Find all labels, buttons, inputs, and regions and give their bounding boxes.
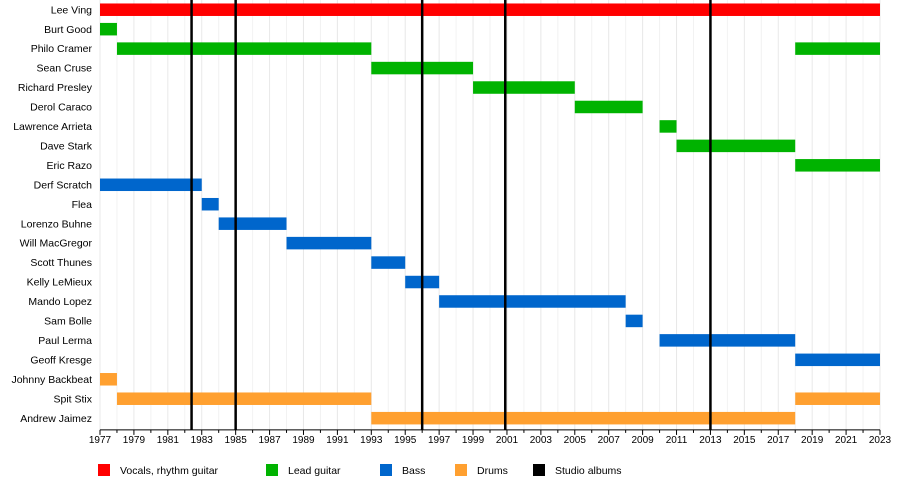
member-name-label: Andrew Jaimez bbox=[20, 413, 92, 425]
x-tick-label: 1999 bbox=[462, 435, 485, 446]
x-tick-label: 1977 bbox=[89, 435, 112, 446]
x-tick-label: 2001 bbox=[496, 435, 519, 446]
member-name-label: Flea bbox=[72, 199, 93, 211]
member-bars bbox=[100, 3, 880, 425]
legend-swatch bbox=[533, 464, 545, 476]
x-tick-label: 1997 bbox=[428, 435, 451, 446]
member-name-label: Derf Scratch bbox=[34, 179, 93, 191]
member-name-label: Dave Stark bbox=[40, 140, 93, 152]
member-bar bbox=[795, 392, 880, 405]
legend-swatch bbox=[98, 464, 110, 476]
member-bar bbox=[116, 392, 372, 405]
legend-label: Lead guitar bbox=[288, 465, 341, 477]
member-bar bbox=[439, 295, 626, 308]
studio-album-lines bbox=[190, 0, 712, 430]
member-name-label: Spit Stix bbox=[53, 393, 92, 405]
x-axis: 1977 1979 1981 1983 1985 1987 1989 1991 1993 1995… bbox=[89, 429, 892, 446]
member-name-label: Mando Lopez bbox=[28, 296, 92, 308]
legend-label: Vocals, rhythm guitar bbox=[120, 465, 219, 477]
member-name-label: Lawrence Arrieta bbox=[13, 121, 92, 133]
x-tick-label: 1979 bbox=[123, 435, 146, 446]
x-tick-label: 2009 bbox=[631, 435, 654, 446]
x-tick-label: 2013 bbox=[699, 435, 722, 446]
legend-swatch bbox=[455, 464, 467, 476]
x-tick-label: 1995 bbox=[394, 435, 417, 446]
member-name-labels: Lee Ving Burt Good Philo Cramer Sean Cruse R… bbox=[11, 4, 92, 424]
x-tick-label: 1993 bbox=[360, 435, 383, 446]
member-bar bbox=[371, 256, 406, 269]
member-name-label: Kelly LeMieux bbox=[27, 277, 93, 289]
member-name-label: Lorenzo Buhne bbox=[21, 218, 92, 230]
x-tick-label: 1981 bbox=[157, 435, 180, 446]
x-tick-label: 2011 bbox=[666, 435, 688, 446]
member-bar bbox=[473, 81, 575, 94]
member-bar bbox=[100, 373, 117, 386]
x-tick-label: 1985 bbox=[225, 435, 248, 446]
member-bar bbox=[371, 411, 796, 425]
member-name-label: Derol Caraco bbox=[30, 102, 92, 114]
member-bar bbox=[100, 3, 880, 16]
x-tick-label: 2023 bbox=[869, 435, 892, 446]
x-tick-label: 2017 bbox=[767, 435, 790, 446]
x-tick-label: 1987 bbox=[258, 435, 281, 446]
member-name-label: Sean Cruse bbox=[37, 63, 93, 75]
member-bar bbox=[795, 353, 880, 367]
member-bar bbox=[795, 159, 880, 172]
member-bar bbox=[201, 197, 219, 211]
x-tick-label: 2019 bbox=[801, 435, 824, 446]
x-tick-label: 2007 bbox=[598, 435, 621, 446]
member-name-label: Scott Thunes bbox=[30, 257, 92, 269]
vertical-gridlines bbox=[99, 0, 881, 430]
member-name-label: Sam Bolle bbox=[44, 316, 92, 328]
x-tick-label: 1991 bbox=[326, 435, 349, 446]
member-bar bbox=[100, 178, 202, 192]
legend-label: Drums bbox=[477, 465, 508, 477]
x-tick-label: 2015 bbox=[733, 435, 756, 446]
x-tick-label: 1989 bbox=[292, 435, 315, 446]
member-name-label: Will MacGregor bbox=[20, 238, 93, 250]
member-bar bbox=[659, 120, 677, 133]
member-bar bbox=[218, 217, 287, 230]
member-name-label: Burt Good bbox=[44, 24, 92, 36]
legend: Vocals, rhythm guitar Lead guitar Bass Drum… bbox=[98, 464, 622, 477]
member-bar bbox=[795, 42, 880, 55]
member-name-label: Lee Ving bbox=[51, 4, 92, 16]
x-tick-label: 1983 bbox=[191, 435, 214, 446]
x-tick-label: 2005 bbox=[564, 435, 587, 446]
member-bar bbox=[676, 139, 796, 153]
member-bar bbox=[625, 314, 643, 328]
member-bar bbox=[100, 22, 117, 36]
x-tick-label: 2003 bbox=[530, 435, 553, 446]
member-bar bbox=[116, 42, 372, 55]
member-name-label: Geoff Kresge bbox=[30, 354, 92, 366]
member-name-label: Paul Lerma bbox=[38, 335, 92, 347]
legend-label: Bass bbox=[402, 465, 425, 477]
member-bar bbox=[659, 334, 796, 347]
member-name-label: Johnny Backbeat bbox=[11, 374, 92, 386]
member-name-label: Philo Cramer bbox=[31, 43, 93, 55]
x-tick-label: 2021 bbox=[835, 435, 858, 446]
member-bar bbox=[286, 236, 372, 250]
member-name-label: Richard Presley bbox=[18, 82, 93, 94]
member-name-label: Eric Razo bbox=[46, 160, 92, 172]
member-bar bbox=[574, 100, 643, 114]
legend-swatch bbox=[380, 464, 392, 476]
legend-swatch bbox=[266, 464, 278, 476]
legend-label: Studio albums bbox=[555, 465, 622, 477]
